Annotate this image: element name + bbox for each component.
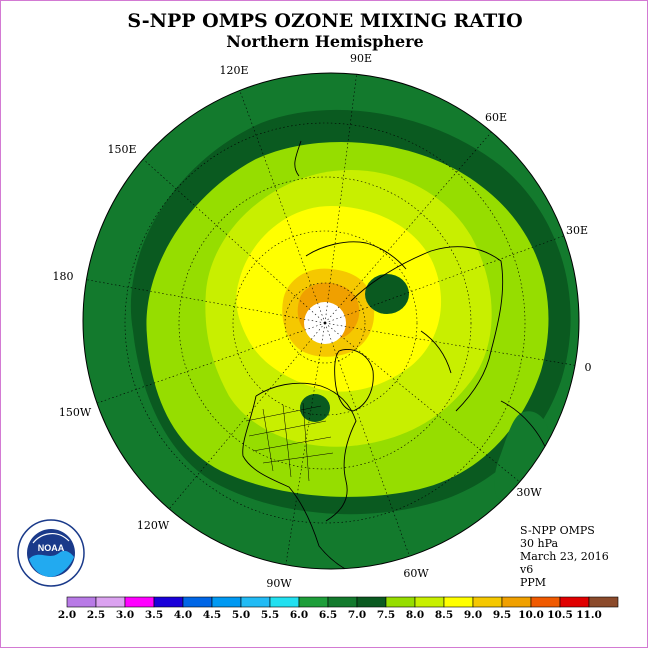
- colorbar-tick-label: 2.5: [87, 609, 105, 621]
- info-date: March 23, 2016: [520, 550, 609, 563]
- greenland-outline: [334, 349, 374, 412]
- graticule: [83, 73, 579, 569]
- colorbar-swatch: [95, 596, 126, 608]
- colorbar-swatch: [211, 596, 242, 608]
- colorbar-tick-label: 9.5: [493, 609, 511, 621]
- lon-label-30e: 30E: [566, 224, 588, 237]
- info-version: v6: [520, 563, 534, 576]
- meridian-60e: [324, 127, 496, 324]
- info-instrument: S-NPP OMPS: [520, 524, 595, 537]
- meridian-90w: [283, 322, 326, 569]
- lon-label-90w: 90W: [266, 577, 292, 590]
- noaa-logo-wave: [29, 550, 74, 577]
- ozone-field: [83, 73, 579, 569]
- colorbar-swatch: [153, 596, 184, 608]
- colorbar-tick-label: 5.0: [232, 609, 250, 621]
- lon-label-120e: 120E: [219, 64, 248, 77]
- map-boundary: [82, 72, 580, 570]
- lon-label-60w: 60W: [403, 567, 429, 580]
- info-units: PPM: [520, 576, 547, 589]
- colorbar-tick-label: 5.5: [261, 609, 279, 621]
- colorbar-tick-label: 8.0: [406, 609, 424, 621]
- info-block: S-NPP OMPS 30 hPa March 23, 2016 v6 PPM: [520, 524, 609, 589]
- lon-label-90e: 90E: [350, 52, 372, 65]
- colorbar-swatch: [298, 596, 329, 608]
- eurasia-outline: [350, 246, 504, 412]
- colorbar-tick-label: 6.5: [319, 609, 337, 621]
- lon-label-0: 0: [585, 361, 592, 374]
- lon-label-60e: 60E: [485, 111, 507, 124]
- lat-circle-50: [124, 122, 526, 524]
- colorbar-swatch: [240, 596, 271, 608]
- colorbar-tick-label: 3.5: [145, 609, 163, 621]
- colorbar-swatch: [414, 596, 445, 608]
- colorbar-tick-label: 2.0: [58, 609, 76, 621]
- us-state-lines: [245, 402, 334, 482]
- colorbar-swatch: [182, 596, 213, 608]
- colorbar-tick-label: 9.0: [464, 609, 482, 621]
- colorbar-tick-label: 10.5: [547, 609, 573, 621]
- colorbar-tick-label: 10.0: [518, 609, 544, 621]
- colorbar-tick-label: 8.5: [435, 609, 453, 621]
- colorbar-swatch: [472, 596, 503, 608]
- colorbar-swatch: [443, 596, 474, 608]
- colorbar-swatch: [269, 596, 300, 608]
- meridian-180: [83, 278, 326, 324]
- low-center-east: [365, 274, 409, 314]
- north-america-outline: [242, 382, 362, 569]
- map-title: S-NPP OMPS OZONE MIXING RATIO: [127, 10, 523, 32]
- colorbar-swatch: [530, 596, 561, 608]
- colorbar-swatch: [501, 596, 532, 608]
- lat-circle-80: [284, 282, 366, 364]
- lat-circle-70: [232, 230, 418, 416]
- colorbar-tick-label: 4.5: [203, 609, 221, 621]
- colorbar-tick-label: 7.5: [377, 609, 395, 621]
- meridian-120e: [236, 82, 326, 324]
- colorbar-tick-label: 7.0: [348, 609, 366, 621]
- meridian-150w: [88, 322, 326, 407]
- colorbar-tick-label: 11.0: [576, 609, 602, 621]
- lon-label-180: 180: [53, 270, 74, 283]
- meridian-150e: [142, 158, 326, 324]
- lon-label-150w: 150W: [59, 406, 92, 419]
- colorbar-swatch: [559, 596, 590, 608]
- lon-label-30w: 30W: [516, 486, 542, 499]
- lat-circle-60: [178, 176, 472, 470]
- lon-label-120w: 120W: [137, 519, 170, 532]
- colorbar-tick-label: 6.0: [290, 609, 308, 621]
- colorbar-swatch: [124, 596, 155, 608]
- asia-east-outline: [294, 140, 407, 270]
- meridian-120w: [158, 322, 326, 522]
- noaa-logo: NOAA: [17, 519, 85, 587]
- meridian-0: [324, 322, 579, 367]
- map-subtitle: Northern Hemisphere: [226, 32, 424, 51]
- longitude-labels: 90E 60E 30E 0 30W 60W 90W 120W 150W 180 …: [53, 52, 592, 590]
- colorbar-swatch: [385, 596, 416, 608]
- lon-label-150e: 150E: [107, 143, 136, 156]
- colorbar-swatch: [356, 596, 387, 608]
- info-level: 30 hPa: [520, 537, 559, 550]
- noaa-logo-gull: [32, 533, 70, 544]
- meridian-30e: [324, 233, 570, 324]
- colorbar-swatch: [327, 596, 358, 608]
- meridian-60w: [324, 322, 414, 567]
- noaa-logo-text: NOAA: [38, 543, 65, 553]
- colorbar-tick-label: 4.0: [174, 609, 192, 621]
- low-center-west: [300, 394, 330, 422]
- colorbar-swatch: [588, 596, 619, 608]
- colorbar-swatch: [66, 596, 97, 608]
- colorbar-tick-label: 3.0: [116, 609, 134, 621]
- colorbar: 2.0 2.5 3.0 3.5 4.0 4.5 5.0 5.5 6.0 6.5 7.0 7.5 8.0 8…: [58, 596, 619, 621]
